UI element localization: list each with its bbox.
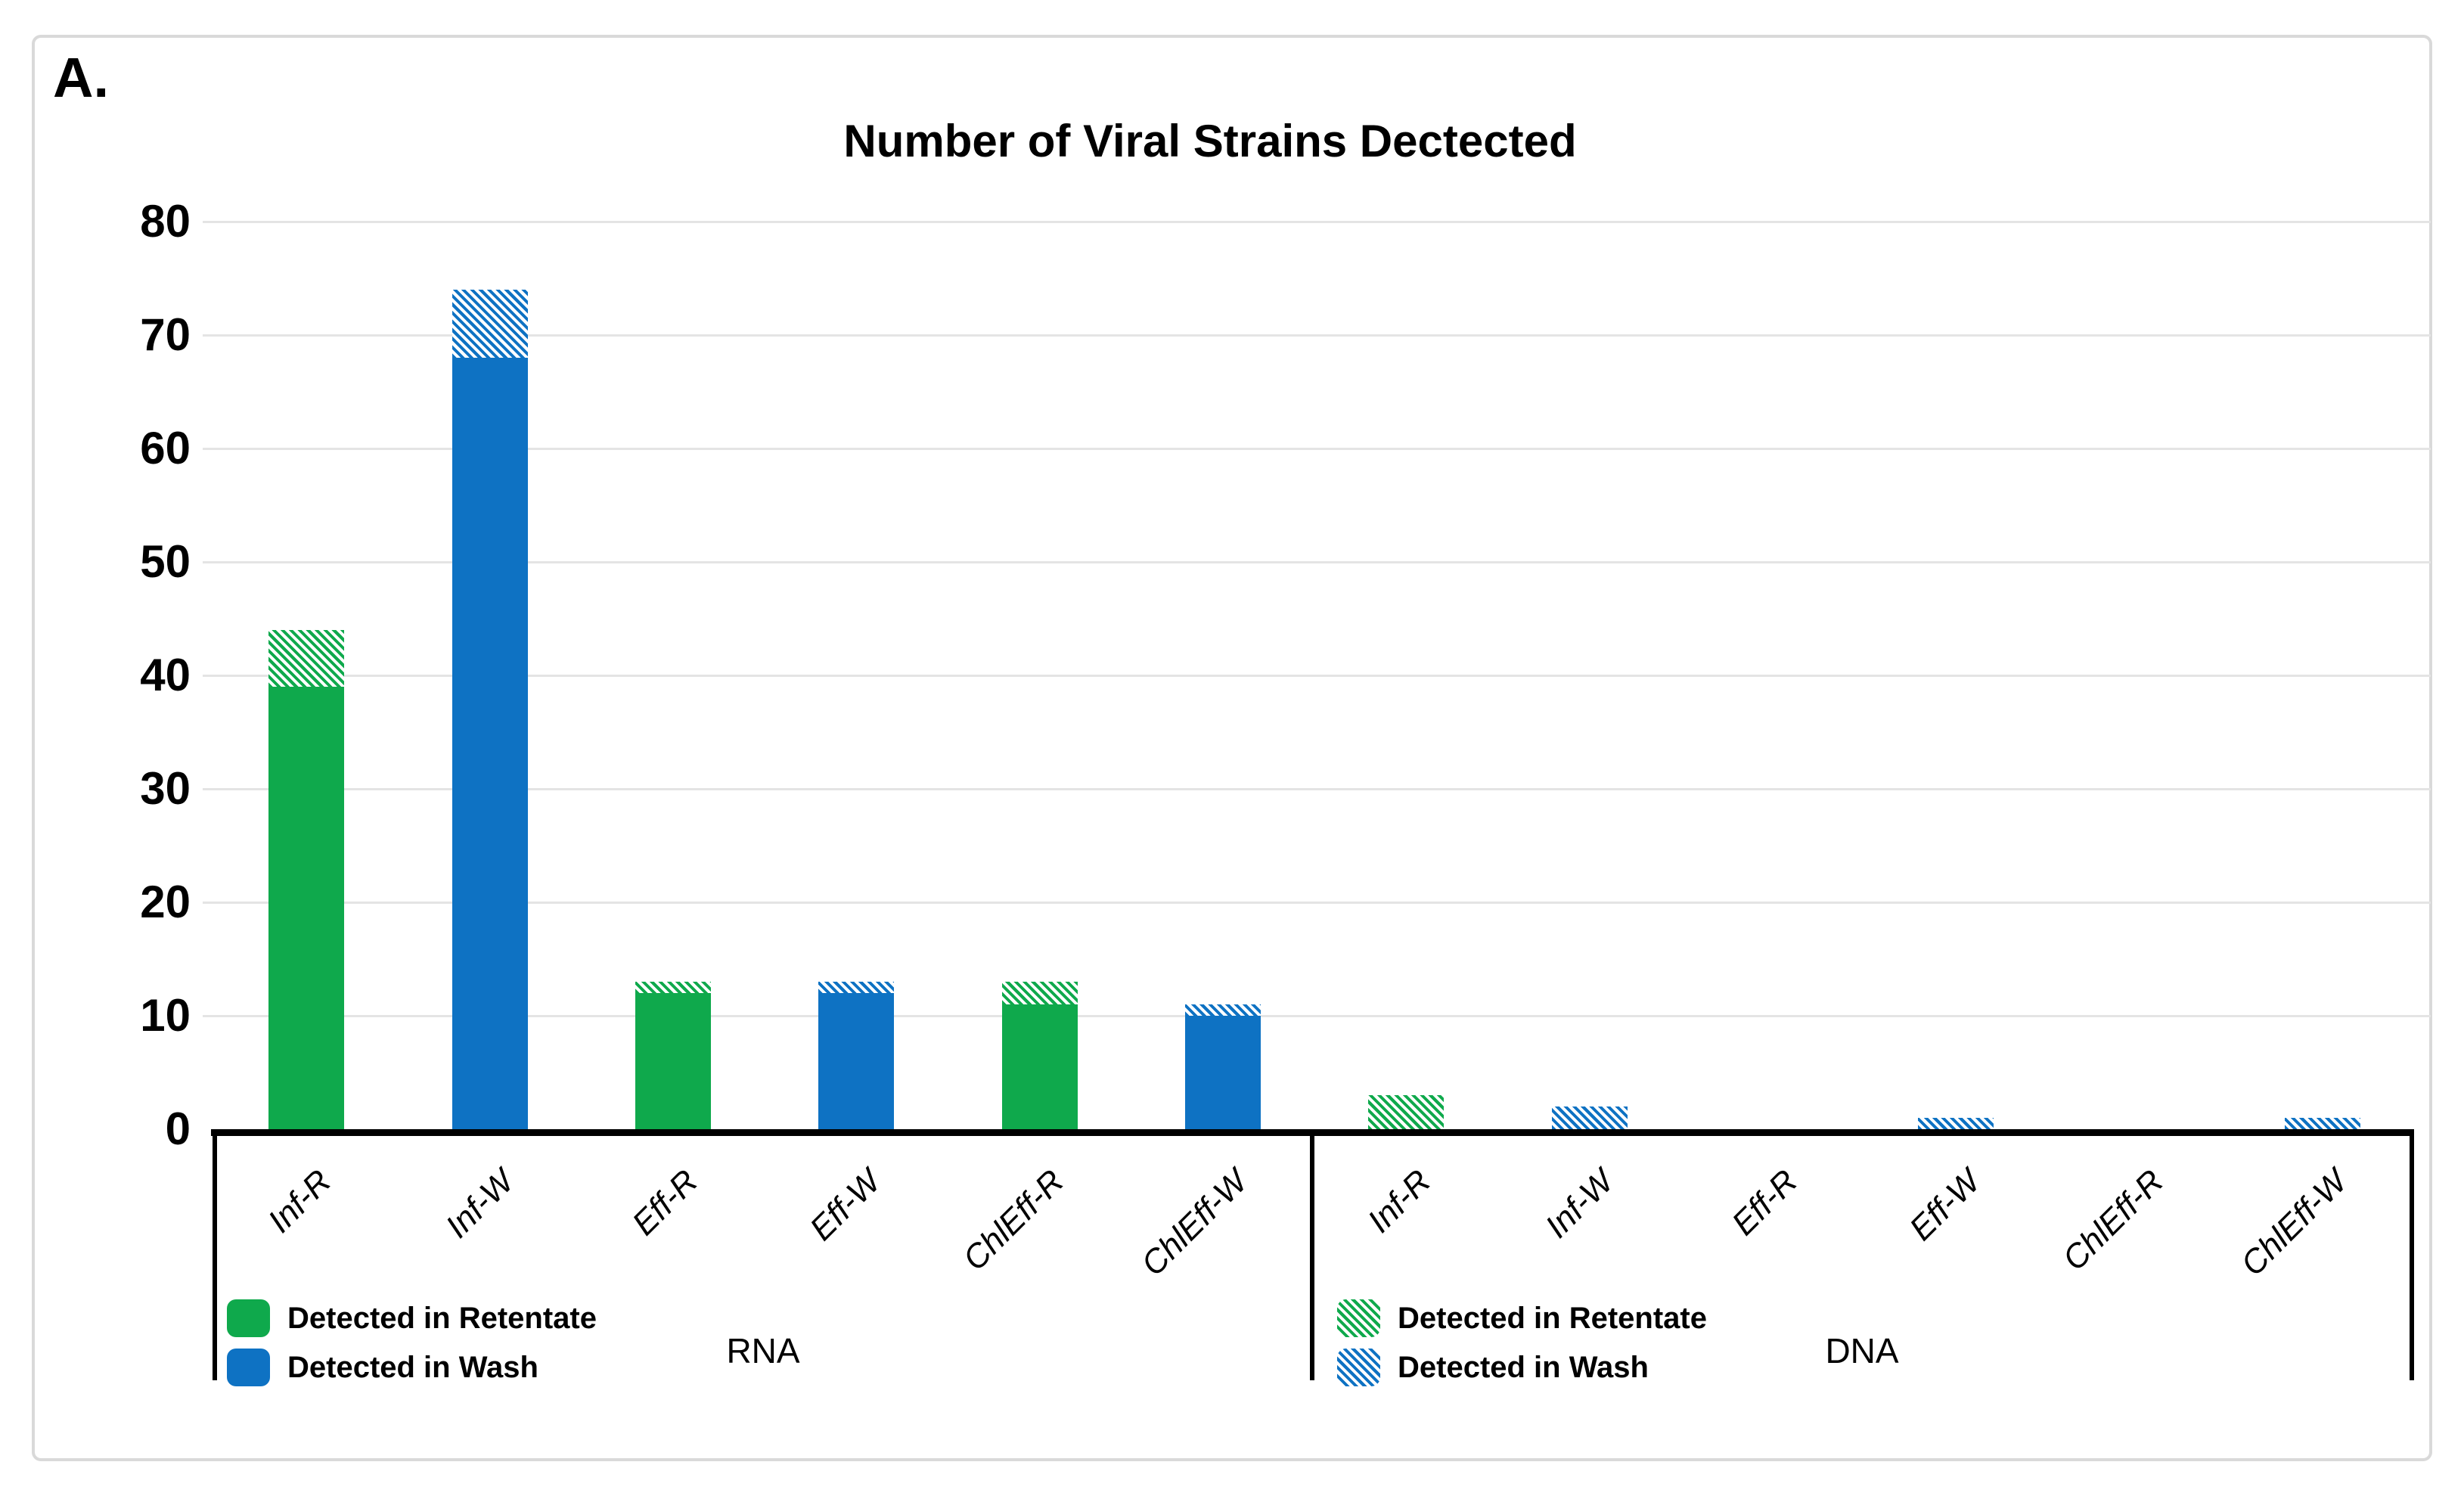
group-label-dna: DNA bbox=[1825, 1331, 1899, 1370]
category-box-divider bbox=[1310, 1129, 1314, 1380]
bar-dna-eff-w-hatched bbox=[1918, 1118, 1994, 1129]
gridline-70 bbox=[203, 334, 2431, 337]
legend-label-dna-retentate: Detected in Retentate bbox=[1398, 1302, 1707, 1335]
gridline-60 bbox=[203, 448, 2431, 450]
y-tick-label-80: 80 bbox=[140, 196, 191, 247]
bar-rna-inf-r-solid bbox=[268, 687, 345, 1129]
legend-label-dna-wash: Detected in Wash bbox=[1398, 1351, 1649, 1384]
y-tick-label-70: 70 bbox=[140, 309, 191, 360]
legend-label-rna-wash: Detected in Wash bbox=[287, 1351, 538, 1384]
bar-rna-inf-r-hatched bbox=[268, 630, 345, 687]
y-tick-label-0: 0 bbox=[165, 1103, 191, 1154]
y-tick-label-40: 40 bbox=[140, 650, 191, 700]
category-box-right-border bbox=[2410, 1129, 2414, 1380]
y-tick-label-60: 60 bbox=[140, 423, 191, 473]
bar-rna-chleff-r-solid bbox=[1001, 1004, 1078, 1129]
legend-swatch-dna-wash bbox=[1337, 1349, 1380, 1386]
gridline-50 bbox=[203, 561, 2431, 563]
bar-rna-chleff-w-solid bbox=[1184, 1016, 1261, 1129]
gridline-10 bbox=[203, 1015, 2431, 1017]
gridline-20 bbox=[203, 902, 2431, 904]
y-tick-label-20: 20 bbox=[140, 877, 191, 927]
bar-rna-eff-r-hatched bbox=[635, 982, 711, 993]
bar-rna-eff-r-solid bbox=[635, 993, 711, 1129]
gridline-30 bbox=[203, 788, 2431, 790]
y-tick-label-10: 10 bbox=[140, 990, 191, 1041]
legend-label-rna-retentate: Detected in Retentate bbox=[287, 1302, 597, 1335]
bar-dna-inf-w-hatched bbox=[1551, 1106, 1628, 1129]
y-tick-label-50: 50 bbox=[140, 536, 191, 587]
bar-rna-chleff-w-hatched bbox=[1184, 1004, 1261, 1016]
bar-rna-eff-w-hatched bbox=[818, 982, 895, 993]
legend-swatch-dna-retentate bbox=[1337, 1299, 1380, 1337]
gridline-40 bbox=[203, 675, 2431, 677]
legend-swatch-rna-wash bbox=[227, 1349, 270, 1386]
group-label-rna: RNA bbox=[726, 1331, 800, 1370]
panel-label: A. bbox=[53, 46, 109, 109]
y-tick-label-30: 30 bbox=[140, 763, 191, 814]
bar-rna-eff-w-solid bbox=[818, 993, 895, 1129]
figure-frame bbox=[32, 35, 2432, 1461]
bar-dna-inf-r-hatched bbox=[1368, 1095, 1445, 1129]
gridline-80 bbox=[203, 221, 2431, 223]
bar-dna-chleff-w-hatched bbox=[2284, 1118, 2360, 1129]
legend-swatch-rna-retentate bbox=[227, 1299, 270, 1337]
chart-title: Number of Viral Strains Dectected bbox=[843, 116, 1577, 166]
bar-rna-chleff-r-hatched bbox=[1001, 982, 1078, 1004]
bar-rna-inf-w-hatched bbox=[452, 290, 528, 358]
bar-rna-inf-w-solid bbox=[452, 358, 528, 1129]
category-box-left-border bbox=[213, 1129, 217, 1380]
